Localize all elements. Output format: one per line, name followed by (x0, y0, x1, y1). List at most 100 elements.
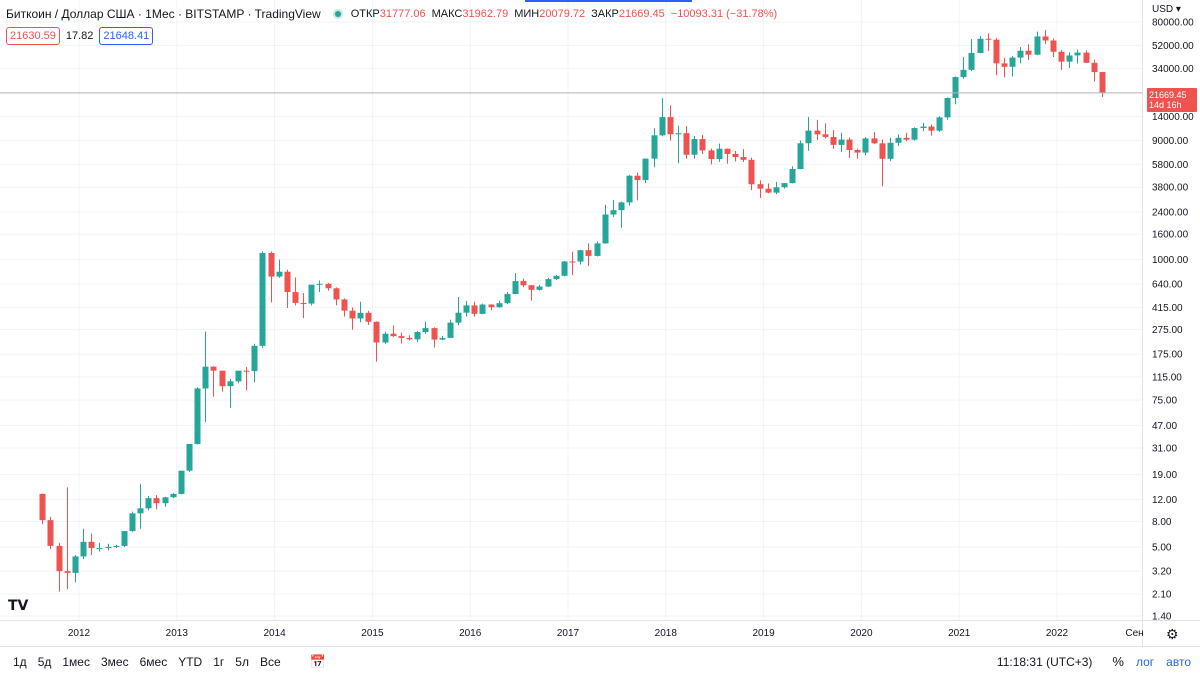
tradingview-logo-icon[interactable]: TV (8, 598, 29, 614)
percent-toggle[interactable]: % (1112, 654, 1124, 669)
y-tick-label: 2.10 (1152, 590, 1172, 601)
candle-body (1083, 52, 1090, 63)
candle (797, 140, 804, 170)
gear-icon[interactable]: ⚙ (1166, 626, 1179, 642)
candle-body (838, 139, 845, 145)
candle-body (1025, 50, 1032, 55)
candle-body (439, 337, 446, 340)
log-toggle[interactable]: лог (1135, 654, 1155, 669)
timeframe-button[interactable]: 1мес (62, 654, 90, 669)
candle-body (773, 187, 780, 193)
timeframe-button[interactable]: 6мес (139, 654, 168, 669)
candle-body (577, 250, 584, 262)
candle-body (422, 328, 429, 333)
candle (382, 331, 389, 344)
candle-body (1009, 57, 1016, 67)
price-chart[interactable]: 80000.00 52000.00 34000.00 14000.00 9000.00 5… (0, 0, 1200, 646)
timeframe-button[interactable]: 5д (37, 654, 52, 669)
x-tick-label: 2019 (752, 628, 775, 639)
candle (895, 134, 902, 146)
candle-body (496, 303, 503, 308)
clock[interactable]: 11:18:31 (UTC+3) (996, 654, 1093, 669)
buy-button[interactable]: 21648.41 (99, 27, 154, 45)
candle (39, 493, 46, 525)
candle (47, 516, 54, 550)
candle-body (667, 117, 674, 135)
x-tick-label: 2012 (68, 628, 91, 639)
candle-body (88, 541, 95, 549)
candle (56, 542, 63, 592)
candle (903, 132, 910, 142)
candle (235, 370, 242, 384)
candle-body (72, 556, 79, 573)
timeframe-button[interactable]: 5л (235, 654, 249, 669)
candle (740, 149, 747, 163)
candle-body (781, 183, 788, 188)
candle (300, 293, 307, 319)
candle-body (357, 312, 364, 319)
candle (626, 175, 633, 206)
calendar-icon[interactable]: 📅 (309, 653, 326, 669)
y-tick-label: 8.00 (1152, 517, 1172, 528)
candle (292, 277, 299, 306)
candle-body (553, 275, 560, 280)
candle (137, 483, 144, 529)
candle-body (113, 545, 120, 547)
timeframe-button[interactable]: 1д (13, 654, 27, 669)
candle-body (1099, 72, 1106, 93)
candle-body (757, 184, 764, 189)
candle-body (186, 443, 193, 471)
candle (488, 304, 495, 311)
candle-body (520, 281, 527, 286)
range-marker (525, 0, 692, 2)
candle (1017, 46, 1024, 64)
candle-body (691, 139, 698, 155)
candle (365, 310, 372, 325)
candle-body (316, 283, 323, 285)
candle-body (789, 168, 796, 184)
timeframe-button[interactable]: 3мес (100, 654, 129, 669)
y-tick-label: 3.20 (1152, 567, 1172, 578)
candle-body (382, 333, 389, 343)
candle (634, 172, 641, 201)
candle-body (903, 137, 910, 140)
sell-button[interactable]: 21630.59 (6, 27, 60, 45)
candle (1066, 52, 1073, 68)
candle (471, 301, 478, 317)
candle (479, 303, 486, 315)
candle-body (333, 288, 340, 300)
timeframe-button[interactable]: 1г (213, 654, 225, 669)
candle-body (414, 332, 421, 340)
candle-body (748, 159, 755, 185)
candle (879, 139, 886, 187)
candle (748, 157, 755, 191)
change-value: −10093.31 (−31.78%) (670, 8, 778, 20)
candle-body (895, 137, 902, 143)
close-value: 21669.45 (618, 8, 665, 20)
candle-body (39, 493, 46, 521)
candle (911, 127, 918, 141)
candle (1058, 49, 1065, 71)
candle (757, 180, 764, 198)
currency-selector[interactable]: USD ▾ (1152, 4, 1181, 15)
y-tick-label: 12.00 (1152, 495, 1177, 506)
candle (977, 36, 984, 54)
candle (1083, 50, 1090, 63)
timeframe-button[interactable]: Все (259, 654, 281, 669)
candle (968, 39, 975, 72)
timeframe-button[interactable]: YTD (178, 654, 203, 669)
y-tick-label: 52000.00 (1152, 41, 1194, 52)
candle (610, 200, 617, 217)
candle-body (431, 328, 438, 340)
x-tick-label: 2018 (655, 628, 678, 639)
candle (594, 241, 601, 257)
auto-toggle[interactable]: авто (1166, 654, 1191, 669)
candle (80, 528, 87, 560)
candle (219, 370, 226, 392)
candle (259, 251, 266, 348)
candle-body (822, 134, 829, 137)
candle (325, 282, 332, 291)
candle (854, 148, 861, 159)
candle (447, 319, 454, 339)
low-label: МИН (514, 8, 540, 20)
